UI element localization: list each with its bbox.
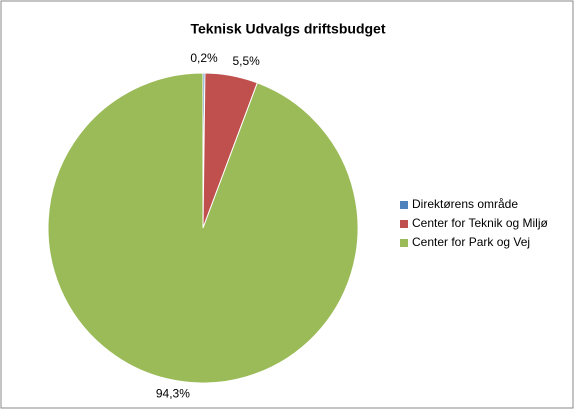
data-label: 94,3% — [156, 386, 190, 400]
legend-swatch — [400, 220, 408, 228]
plot: 0,2% 5,5% 94,3% Direktørens område Center fo… — [47, 51, 548, 400]
pie-slice — [47, 72, 359, 384]
data-label: 0,2% — [190, 51, 218, 65]
legend-label: Direktørens område — [412, 197, 518, 211]
legend-label: Center for Teknik og Miljø — [412, 216, 548, 230]
legend-label: Center for Park og Vej — [412, 235, 530, 249]
legend-swatch — [400, 201, 408, 209]
legend-swatch — [400, 239, 408, 247]
chart-title: Teknisk Udvalgs driftsbudget — [191, 21, 386, 37]
data-label: 5,5% — [232, 54, 260, 68]
